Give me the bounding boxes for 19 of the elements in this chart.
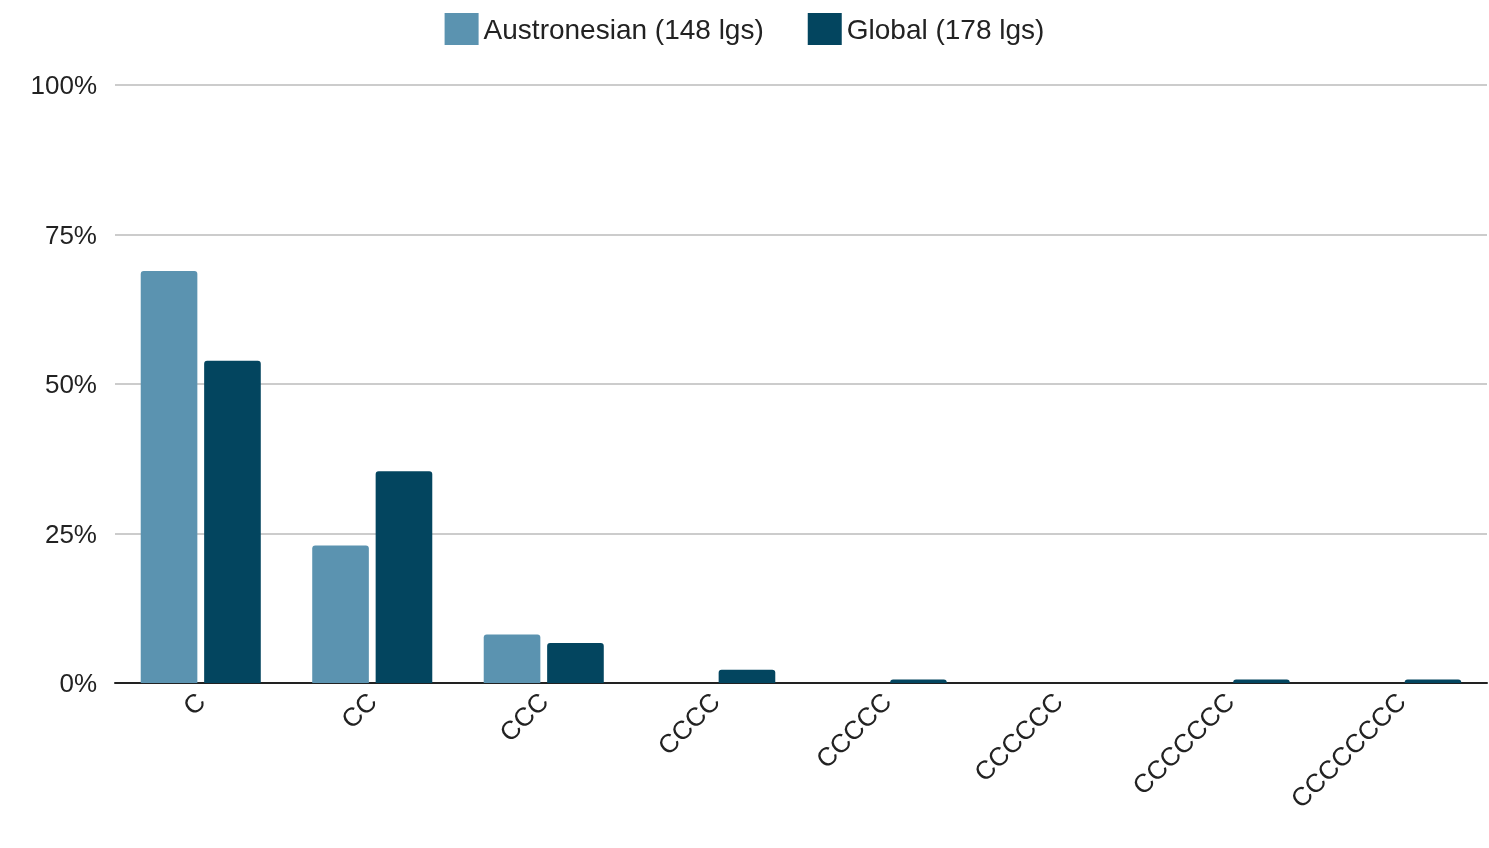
- bar: [140, 270, 198, 683]
- bar: [890, 679, 947, 683]
- y-tick-label: 25%: [44, 518, 97, 549]
- bar: [718, 669, 776, 683]
- bar: [312, 545, 369, 683]
- bar: [204, 360, 261, 683]
- bar: [547, 642, 604, 683]
- legend-label: Austronesian (148 lgs): [483, 13, 764, 45]
- bar: [1404, 679, 1462, 683]
- bar: [1233, 679, 1290, 683]
- bar: [483, 634, 541, 683]
- x-tick-label: CC: [335, 686, 383, 735]
- y-tick-label: 75%: [44, 219, 97, 250]
- y-tick-label: 100%: [30, 70, 97, 100]
- bar: [375, 471, 433, 683]
- y-tick-label: 0%: [59, 668, 97, 698]
- y-tick-label: 50%: [44, 369, 97, 399]
- x-tick-label: C: [176, 686, 212, 721]
- legend-label: Global (178 lgs): [846, 13, 1045, 45]
